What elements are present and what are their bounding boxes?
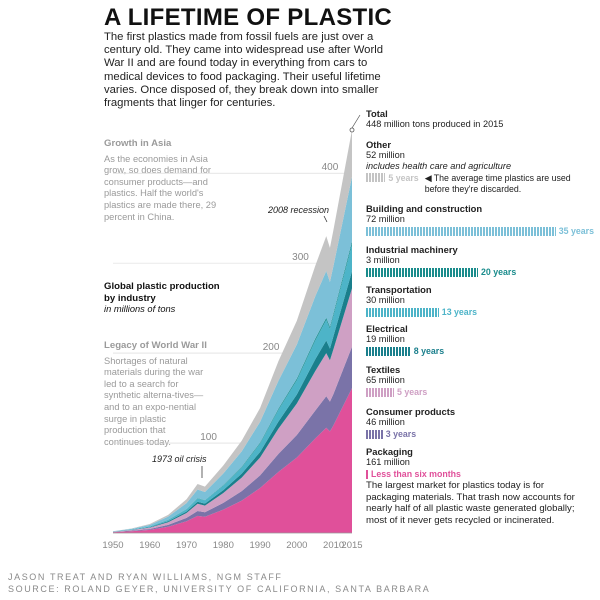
lifetime-note: ◀ The average time plastics are used bef… xyxy=(424,173,571,194)
category-building-and-construction: Building and construction 72 million 35 ye… xyxy=(366,203,594,236)
recession-label: 2008 recession xyxy=(267,205,329,215)
lifetime-bar xyxy=(366,469,368,479)
category-amount: 30 million xyxy=(366,295,405,305)
category-industrial-machinery: Industrial machinery 3 million 20 years xyxy=(366,244,594,277)
y-tick-label: 400 xyxy=(322,162,339,173)
total-name: Total xyxy=(366,108,388,119)
area-textiles xyxy=(113,288,352,533)
category-name: Packaging xyxy=(366,446,413,457)
category-amount: 3 million xyxy=(366,255,400,265)
asia-text: As the economies in Asia grow, so does d… xyxy=(104,153,217,222)
category-name: Building and construction xyxy=(366,203,483,214)
asia-note: Growth in Asia As the economies in Asia … xyxy=(104,138,224,223)
lifetime-bar xyxy=(366,267,478,277)
category-amount: 46 million xyxy=(366,417,405,427)
page-title: A LIFETIME OF PLASTIC xyxy=(104,4,393,31)
category-amount: 65 million xyxy=(366,375,405,385)
area-building-and-construction xyxy=(113,176,352,532)
ww2-text: Shortages of natural materials during th… xyxy=(104,355,204,447)
credit-staff: JASON TREAT AND RYAN WILLIAMS, NGM STAFF xyxy=(8,572,283,582)
x-tick-label: 1990 xyxy=(250,540,271,551)
lifetime-bar xyxy=(366,173,386,182)
y-tick-label: 100 xyxy=(200,432,217,443)
lifetime-label: 8 years xyxy=(413,345,445,356)
total-value: 448 million tons produced in 2015 xyxy=(366,119,504,129)
category-amount: 72 million xyxy=(366,214,405,224)
category-transportation: Transportation 30 million 13 years xyxy=(366,284,594,317)
category-name: Industrial machinery xyxy=(366,244,458,255)
category-extra: includes health care and agriculture xyxy=(366,161,512,171)
lifetime-row: 8 years xyxy=(366,346,594,356)
lifetime-label: 5 years xyxy=(397,386,428,397)
category-amount: 52 million xyxy=(366,150,405,160)
lifetime-row: 5 years ◀ The average time plastics are u… xyxy=(366,173,594,195)
lifetime-bar xyxy=(366,226,556,236)
category-other: Other 52 million includes health care and … xyxy=(366,139,594,195)
lifetime-label: 20 years xyxy=(481,266,517,277)
lifetime-label: 5 years xyxy=(388,173,419,183)
lifetime-bar xyxy=(366,429,383,439)
category-textiles: Textiles 65 million 5 years xyxy=(366,364,594,397)
recession-pointer xyxy=(323,215,328,223)
category-amount: 19 million xyxy=(366,334,405,344)
lifetime-row: 13 years xyxy=(366,307,594,317)
lifetime-label: Less than six months xyxy=(371,468,461,479)
category-name: Transportation xyxy=(366,284,432,295)
category-amount: 161 million xyxy=(366,457,410,467)
x-tick-label: 2015 xyxy=(341,540,362,551)
ww2-note: Legacy of World War II Shortages of natu… xyxy=(104,340,207,448)
area-packaging xyxy=(113,388,352,533)
chart-label-heading: Global plastic production by industry xyxy=(104,281,220,304)
credit-source: SOURCE: ROLAND GEYER, UNIVERSITY OF CALI… xyxy=(8,584,431,594)
lifetime-row: Less than six months xyxy=(366,469,594,479)
lifetime-bar xyxy=(366,387,394,397)
chart-label-units: in millions of tons xyxy=(104,304,176,315)
lifetime-row: 5 years xyxy=(366,387,594,397)
lifetime-row: 20 years xyxy=(366,267,594,277)
category-consumer-products: Consumer products 46 million 3 years xyxy=(366,406,594,439)
lifetime-bar xyxy=(366,346,411,356)
oil-crisis-label: 1973 oil crisis xyxy=(152,454,207,464)
category-name: Other xyxy=(366,139,392,150)
y-tick-label: 300 xyxy=(292,252,309,263)
ww2-heading: Legacy of World War II xyxy=(104,340,207,351)
x-tick-label: 1970 xyxy=(176,540,197,551)
area-consumer-products xyxy=(113,346,352,533)
total-label: Total 448 million tons produced in 2015 xyxy=(366,108,594,130)
y-tick-label: 200 xyxy=(263,342,280,353)
x-tick-label: 2000 xyxy=(286,540,307,551)
category-name: Consumer products xyxy=(366,406,456,417)
total-pointer xyxy=(351,114,361,129)
lifetime-label: 3 years xyxy=(385,428,417,439)
lifetime-label: 35 years xyxy=(558,225,594,236)
x-tick-label: 1950 xyxy=(102,540,123,551)
lifetime-row: 3 years xyxy=(366,429,594,439)
lifetime-row: 35 years xyxy=(366,226,594,236)
asia-heading: Growth in Asia xyxy=(104,138,172,149)
x-tick-label: 1980 xyxy=(213,540,234,551)
intro-text: The first plastics made from fossil fuel… xyxy=(104,31,384,110)
category-packaging: Packaging 161 million Less than six months xyxy=(366,446,594,479)
category-name: Textiles xyxy=(366,364,401,375)
total-marker xyxy=(349,127,355,133)
category-name: Electrical xyxy=(366,323,408,334)
chart-label: Global plastic production by industry in… xyxy=(104,281,224,316)
packaging-description: The largest market for plastics today is… xyxy=(366,480,575,526)
x-tick-label: 2010 xyxy=(323,540,344,551)
category-electrical: Electrical 19 million 8 years xyxy=(366,323,594,356)
lifetime-bar xyxy=(366,307,439,317)
lifetime-label: 13 years xyxy=(441,306,478,317)
x-tick-label: 1960 xyxy=(139,540,160,551)
